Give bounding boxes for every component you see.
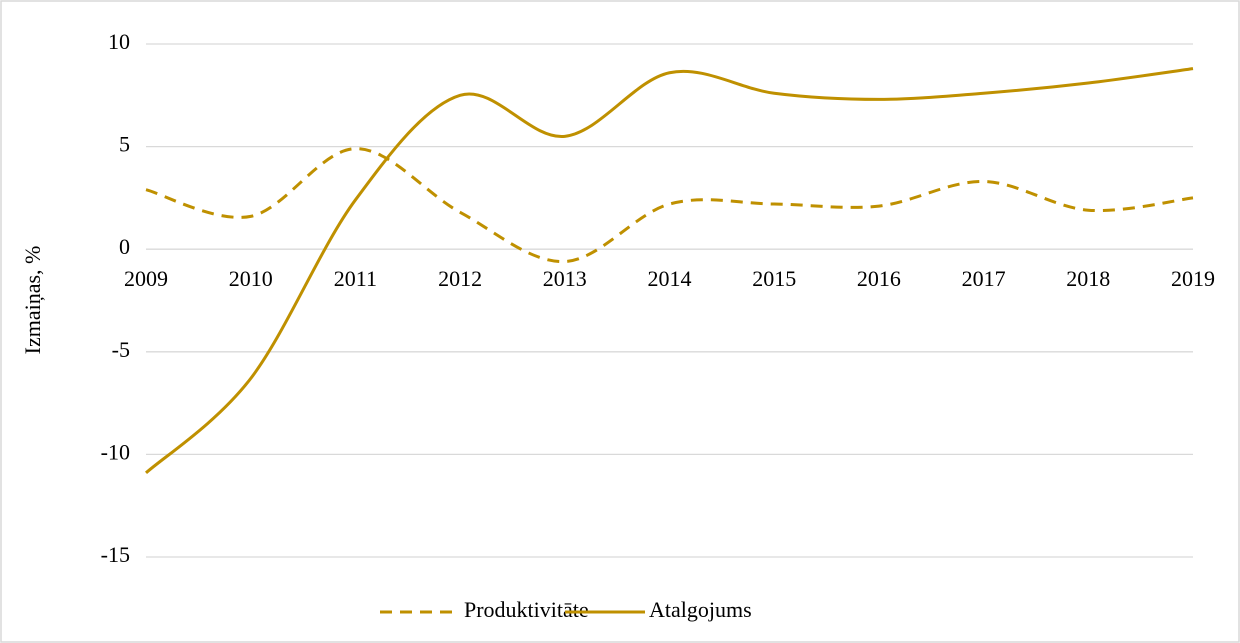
x-tick-label: 2010 (229, 266, 273, 291)
x-tick-label: 2015 (752, 266, 796, 291)
x-tick-label: 2011 (334, 266, 377, 291)
x-tick-label: 2014 (648, 266, 692, 291)
y-tick-label: -10 (101, 439, 130, 464)
y-tick-label: 5 (119, 132, 130, 157)
x-tick-label: 2016 (857, 266, 901, 291)
x-tick-label: 2012 (438, 266, 482, 291)
y-tick-label: -5 (112, 337, 130, 362)
y-tick-label: 0 (119, 234, 130, 259)
y-tick-label: -15 (101, 542, 130, 567)
x-tick-label: 2019 (1171, 266, 1215, 291)
x-tick-label: 2018 (1066, 266, 1110, 291)
legend-label: Produktivitāte (464, 597, 589, 622)
y-tick-label: 10 (108, 29, 130, 54)
legend-label: Atalgojums (649, 597, 752, 622)
x-tick-label: 2009 (124, 266, 168, 291)
x-tick-label: 2013 (543, 266, 587, 291)
x-tick-label: 2017 (962, 266, 1006, 291)
y-axis-label: Izmaiņas, % (20, 246, 45, 355)
line-series (144, 67, 1194, 474)
line-series (145, 147, 1194, 264)
